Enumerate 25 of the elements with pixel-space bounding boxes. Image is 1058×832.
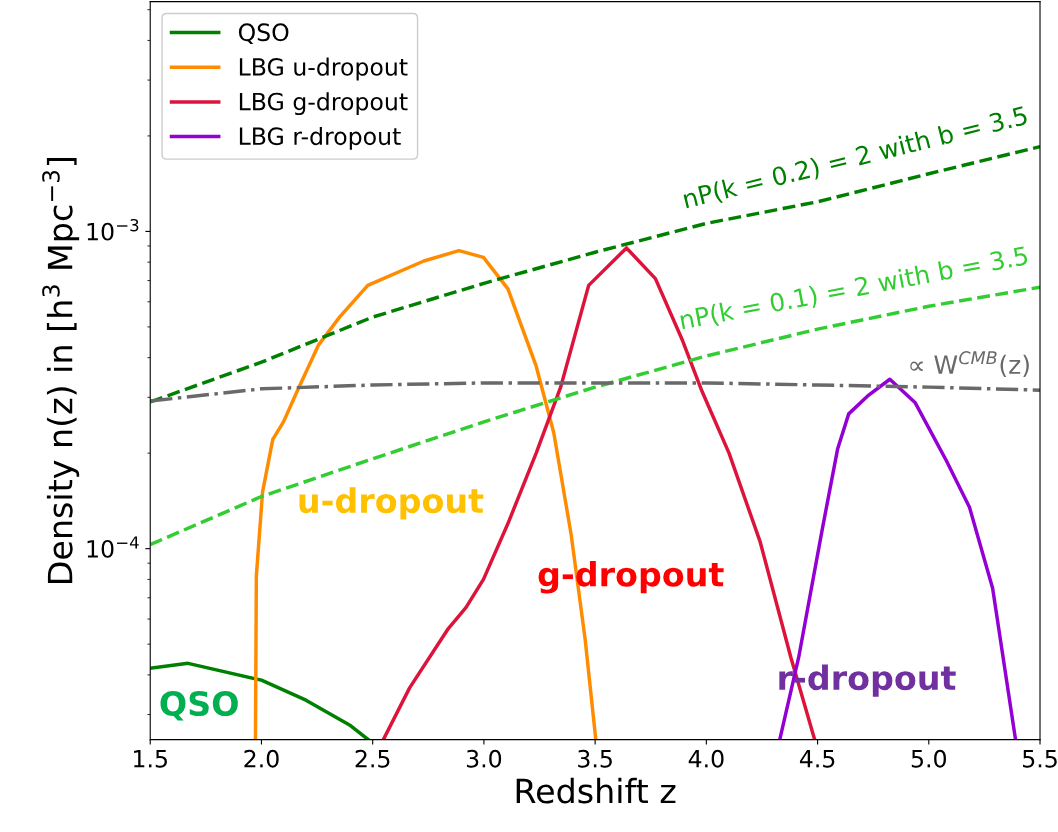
legend-label: QSO bbox=[238, 23, 289, 44]
y-tick-label: 10$^{−3}$ bbox=[87, 218, 139, 241]
x-tick-label: 2.0 bbox=[244, 749, 279, 768]
x-tick-label: 4.0 bbox=[688, 749, 724, 768]
line-series bbox=[150, 661, 370, 740]
x-tick-label: 5.0 bbox=[911, 749, 946, 768]
x-tick-label: 1.5 bbox=[134, 750, 167, 768]
x-tick-label: 4.5 bbox=[799, 750, 835, 768]
annotation: u-dropout bbox=[299, 487, 484, 520]
x-tick-label: 5.5 bbox=[1023, 750, 1057, 768]
annotation: QSO bbox=[160, 690, 238, 721]
text: nP(k = 0.1) = 2 with b = 3.5 bbox=[679, 245, 1029, 333]
legend-label: LBG r-dropout bbox=[239, 126, 401, 150]
x-axis-title: Redshift z bbox=[516, 777, 676, 804]
y-tick-label: 10$^{−4}$ bbox=[87, 536, 139, 558]
series-label: ∝ W$^{CMB}$(z) bbox=[910, 351, 1029, 377]
x-tick-label: 3.5 bbox=[578, 749, 612, 768]
y-axis-title: Density n(z) in [h$^{3}$ Mpc$^{−3}$] bbox=[42, 157, 80, 584]
legend-label: LBG g-dropout bbox=[239, 92, 408, 116]
line-series bbox=[778, 377, 1018, 740]
line-series bbox=[150, 381, 1041, 403]
legend-label: LBG u-dropout bbox=[239, 57, 408, 81]
x-tick-label: 2.5 bbox=[355, 749, 390, 768]
x-tick-label: 3.0 bbox=[466, 749, 502, 768]
text: nP(k = 0.2) = 2 with b = 3.5 bbox=[682, 105, 1029, 212]
